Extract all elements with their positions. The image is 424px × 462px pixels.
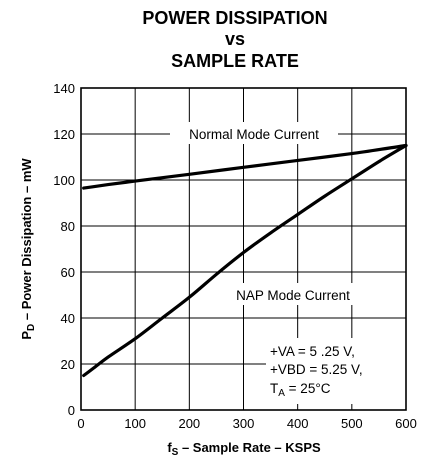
plot-frame <box>80 87 407 411</box>
y-axis-label-sub: D <box>26 324 37 331</box>
condition-ta-rest: = 25°C <box>285 381 331 396</box>
x-tick-label: 100 <box>124 416 146 431</box>
y-tick-label: 20 <box>61 357 75 372</box>
x-axis-label-rest: – Sample Rate – KSPS <box>178 440 321 455</box>
nap-mode-label: NAP Mode Current <box>236 288 350 303</box>
x-axis-label-sub: S <box>172 447 179 458</box>
x-axis-label: fS – Sample Rate – KSPS <box>167 440 321 458</box>
y-axis-label: PD – Power Dissipation – mW <box>19 158 37 340</box>
condition-ta-sub: A <box>278 388 285 399</box>
condition-va: +VA = 5 .25 V, <box>270 344 355 359</box>
y-tick-label: 80 <box>61 219 75 234</box>
x-tick-label: 400 <box>287 416 309 431</box>
condition-ta: TA = 25°C <box>270 381 331 399</box>
conditions-bg <box>266 338 406 404</box>
chart-title-line-2: vs <box>225 29 245 49</box>
series-layer <box>82 143 408 378</box>
chart-title-line-3: SAMPLE RATE <box>171 51 299 71</box>
tick-labels: 0 100 200 300 400 500 600 0 20 40 60 80 100 120 140 <box>53 81 417 431</box>
y-tick-label: 120 <box>53 127 75 142</box>
normal-label-bg <box>170 122 338 144</box>
test-conditions: +VA = 5 .25 V, +VBD = 5.25 V, TA = 25°C <box>270 344 363 399</box>
y-tick-label: 0 <box>68 403 75 418</box>
normal-mode-series-line <box>82 143 408 190</box>
y-tick-label: 60 <box>61 265 75 280</box>
y-axis-label-main: P <box>19 331 34 340</box>
x-tick-label: 600 <box>395 416 417 431</box>
x-tick-label: 0 <box>77 416 84 431</box>
normal-mode-label: Normal Mode Current <box>189 127 319 142</box>
condition-ta-main: T <box>270 381 278 396</box>
y-tick-label: 140 <box>53 81 75 96</box>
chart-title: POWER DISSIPATION vs SAMPLE RATE <box>142 8 327 71</box>
y-tick-label: 40 <box>61 311 75 326</box>
x-tick-label: 500 <box>341 416 363 431</box>
condition-vbd: +VBD = 5.25 V, <box>270 362 363 377</box>
nap-mode-series-line <box>82 143 408 378</box>
x-axis-label-main: f <box>167 440 172 455</box>
chart-title-line-1: POWER DISSIPATION <box>142 8 327 28</box>
y-axis-label-rest: – Power Dissipation – mW <box>19 158 34 324</box>
y-tick-label: 100 <box>53 173 75 188</box>
nap-label-bg <box>221 283 365 305</box>
x-tick-label: 200 <box>178 416 200 431</box>
x-tick-label: 300 <box>233 416 255 431</box>
